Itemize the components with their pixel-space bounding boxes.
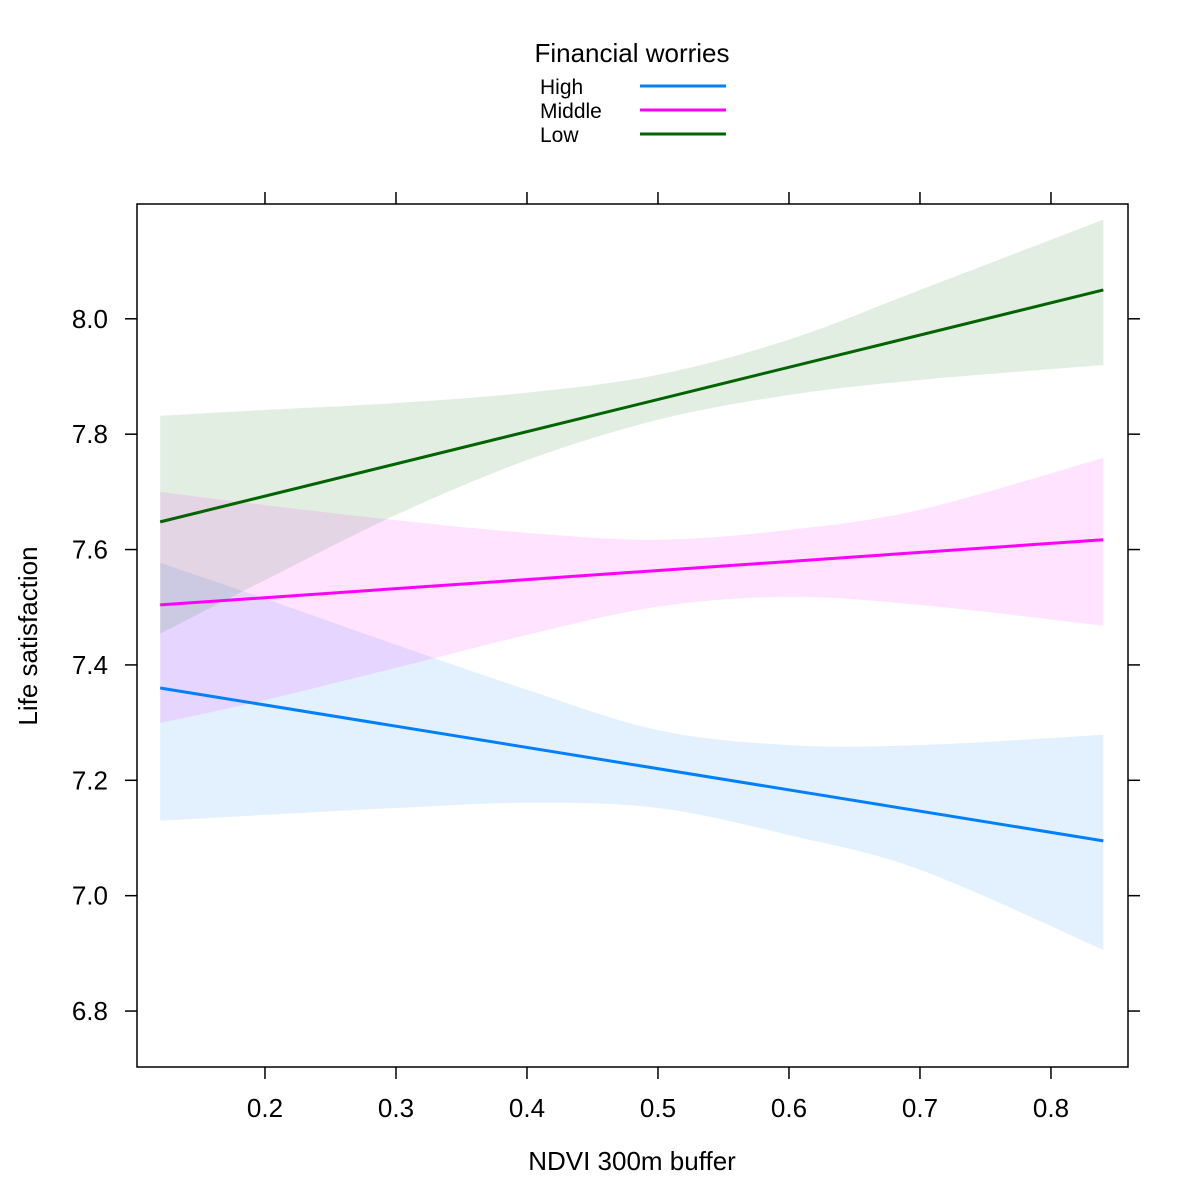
x-tick-label: 0.8 — [1033, 1093, 1069, 1123]
y-tick-label: 7.6 — [72, 535, 108, 565]
band-middle — [160, 457, 1104, 724]
legend-title: Financial worries — [534, 38, 729, 68]
confidence-bands — [160, 219, 1104, 950]
x-tick-label: 0.7 — [902, 1093, 938, 1123]
line-high — [159, 686, 1104, 843]
plot-frame — [136, 203, 1129, 1068]
axes: 0.2 0.3 0.4 0.5 0.6 0.7 0.8 6.8 7.0 7.2 7.4 7.6 7.8 8… — [72, 192, 1140, 1123]
y-tick-label: 7.8 — [72, 419, 108, 449]
y-tick-label: 7.4 — [72, 650, 108, 680]
y-tick-label: 8.0 — [72, 304, 108, 334]
line-middle — [160, 538, 1104, 607]
y-axis-label: Life satisfaction — [13, 546, 43, 725]
legend-label-low: Low — [540, 124, 579, 147]
line-low — [159, 288, 1104, 524]
legend-label-middle: Middle — [540, 100, 602, 123]
band-high — [160, 562, 1104, 950]
x-tick-label: 0.6 — [771, 1093, 807, 1123]
x-tick-label: 0.4 — [509, 1093, 545, 1123]
y-tick-label: 6.8 — [72, 996, 108, 1026]
band-low — [160, 219, 1104, 634]
x-tick-label: 0.3 — [378, 1093, 414, 1123]
x-tick-label: 0.5 — [640, 1093, 676, 1123]
y-tick-label: 7.2 — [72, 765, 108, 795]
legend-label-high: High — [540, 76, 583, 99]
y-tick-label: 7.0 — [72, 881, 108, 911]
x-tick-label: 0.2 — [247, 1093, 283, 1123]
x-axis-label: NDVI 300m buffer — [528, 1146, 736, 1176]
series-lines — [159, 288, 1104, 843]
